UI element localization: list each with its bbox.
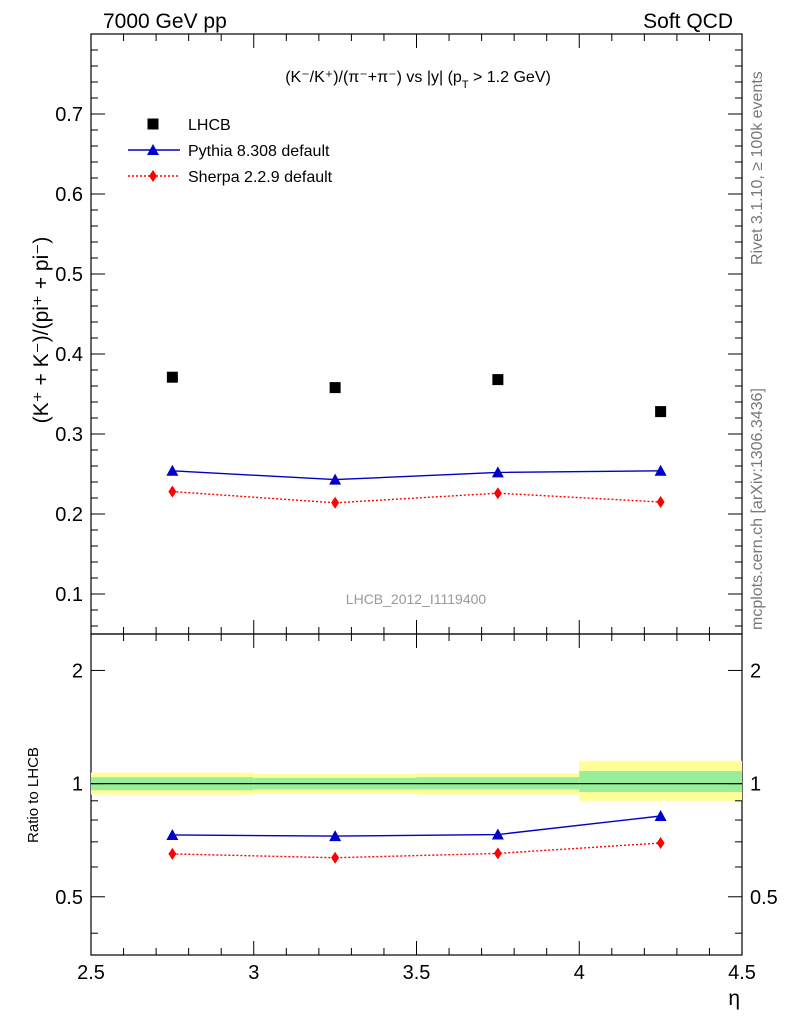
plot-title-tail: > 1.2 GeV) — [469, 69, 551, 86]
main-ytick-label: 0.4 — [55, 344, 83, 366]
ratio-panel: 2.5 3 3.5 4 4.5 0.5 0.5 1 1 2 2 — [55, 633, 778, 984]
ratio-point-pythia — [329, 830, 342, 842]
ratio-xtick-label: 3.5 — [403, 962, 431, 984]
plot-title-sub: T — [462, 79, 469, 91]
main-ytick-label: 0.3 — [55, 424, 83, 446]
data-point-lhcb — [492, 374, 504, 386]
legend-marker — [147, 144, 159, 155]
ratio-ytick-label-right: 0.5 — [750, 887, 778, 909]
x-axis-label: η — [728, 987, 740, 1010]
main-ytick-label: 0.2 — [55, 504, 83, 526]
rivet-label: Rivet 3.1.10, ≥ 100k events — [749, 71, 766, 265]
data-point-pythia — [166, 464, 179, 476]
data-point-lhcb — [655, 406, 667, 418]
ratio-ytick-label: 0.5 — [55, 887, 83, 909]
data-point-pythia — [491, 466, 504, 478]
plot-title: (K⁻/K⁺)/(π⁻+π⁻) vs |y| (pT > 1.2 GeV) — [285, 69, 551, 91]
main-ytick-label: 0.1 — [55, 584, 83, 606]
main-ytick-label: 0.5 — [55, 264, 83, 286]
ratio-point-sherpa — [493, 847, 502, 860]
ratio-ytick-label-right: 1 — [750, 774, 761, 796]
ratio-point-sherpa — [168, 847, 177, 860]
data-point-pythia — [329, 473, 342, 485]
ratio-xtick-label: 4 — [574, 962, 585, 984]
ratio-ylabel: Ratio to LHCB — [25, 747, 42, 843]
ratio-point-pythia — [166, 828, 179, 840]
data-point-sherpa — [656, 496, 665, 508]
mcplots-label: mcplots.cern.ch [arXiv:1306.3436] — [749, 388, 766, 630]
legend-marker — [149, 170, 157, 182]
legend-marker — [147, 118, 159, 130]
ratio-ytick-label-right: 2 — [750, 660, 761, 682]
data-point-sherpa — [493, 487, 502, 500]
ratio-point-pythia — [654, 809, 667, 821]
analysis-watermark: LHCB_2012_I1119400 — [346, 591, 487, 607]
data-point-lhcb — [329, 382, 341, 394]
legend-label: Pythia 8.308 default — [188, 143, 330, 160]
header-right: Soft QCD — [643, 10, 733, 33]
main-panel: 0.1 0.2 0.3 0.4 0.5 0.6 0.7 — [55, 33, 743, 635]
main-ytick-label: 0.6 — [55, 184, 83, 206]
legend: LHCB Pythia 8.308 default Sherpa 2.2.9 def… — [128, 117, 333, 186]
series-line-sherpa — [172, 490, 661, 504]
legend-label: Sherpa 2.2.9 default — [188, 169, 333, 186]
main-ytick-label: 0.7 — [55, 104, 83, 126]
ratio-xtick-label: 3 — [248, 962, 259, 984]
main-ylabel: (K⁺ + K⁻)/(pi⁺ + pi⁻) — [30, 237, 53, 424]
header-left: 7000 GeV pp — [103, 10, 227, 33]
series-line-pythia — [172, 470, 661, 481]
data-point-sherpa — [168, 485, 177, 498]
ratio-line-sherpa — [172, 842, 661, 859]
ratio-point-pythia — [491, 828, 504, 840]
ratio-point-sherpa — [656, 837, 665, 850]
data-point-pythia — [654, 464, 667, 476]
data-point-lhcb — [166, 371, 178, 383]
ratio-band-inner — [579, 771, 742, 792]
ratio-point-sherpa — [331, 851, 340, 864]
ratio-line-pythia — [172, 815, 661, 837]
data-point-sherpa — [331, 496, 340, 509]
ratio-ytick-label: 2 — [72, 660, 83, 682]
ratio-xtick-label: 2.5 — [77, 962, 105, 984]
ratio-ytick-label: 1 — [72, 774, 83, 796]
ratio-xtick-label: 4.5 — [728, 962, 756, 984]
plot-title-main: (K⁻/K⁺)/(π⁻+π⁻) vs |y| (p — [285, 69, 462, 86]
legend-label: LHCB — [188, 117, 231, 134]
